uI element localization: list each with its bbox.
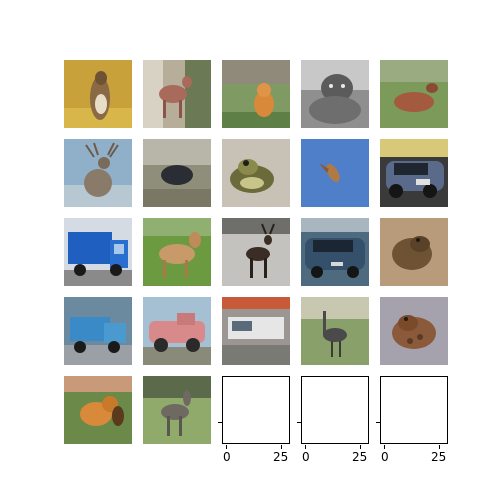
image-tile	[143, 297, 211, 365]
image-tile	[222, 297, 290, 365]
image-tile	[143, 60, 211, 128]
image-tile	[64, 218, 132, 286]
image-tile	[222, 139, 290, 207]
empty-axes: 0 25	[297, 376, 369, 464]
x-tick-label: 0	[381, 450, 389, 464]
y-tick	[376, 422, 380, 423]
y-tick	[297, 422, 301, 423]
empty-axes: 0 25	[218, 376, 290, 464]
x-tick-label: 25	[431, 450, 447, 464]
x-tick	[305, 445, 306, 449]
image-tile	[380, 218, 448, 286]
image-tile	[64, 376, 132, 444]
x-tick	[384, 445, 385, 449]
image-tile	[301, 297, 369, 365]
image-tile	[380, 297, 448, 365]
x-tick-label: 25	[352, 450, 368, 464]
x-tick-label: 25	[273, 450, 289, 464]
x-tick	[439, 445, 440, 449]
image-tile	[380, 139, 448, 207]
empty-axes: 0 25	[376, 376, 448, 464]
x-tick	[360, 445, 361, 449]
x-tick-label: 0	[223, 450, 231, 464]
image-tile	[222, 218, 290, 286]
image-tile	[143, 218, 211, 286]
image-tile	[301, 60, 369, 128]
image-tile	[301, 139, 369, 207]
image-tile	[301, 218, 369, 286]
image-tile	[64, 297, 132, 365]
x-tick	[226, 445, 227, 449]
image-tile	[64, 139, 132, 207]
image-tile	[143, 139, 211, 207]
image-tile	[380, 60, 448, 128]
x-tick	[281, 445, 282, 449]
x-tick-label: 0	[302, 450, 310, 464]
image-tile	[222, 60, 290, 128]
y-tick	[218, 422, 222, 423]
image-tile	[64, 60, 132, 128]
image-tile	[143, 376, 211, 444]
